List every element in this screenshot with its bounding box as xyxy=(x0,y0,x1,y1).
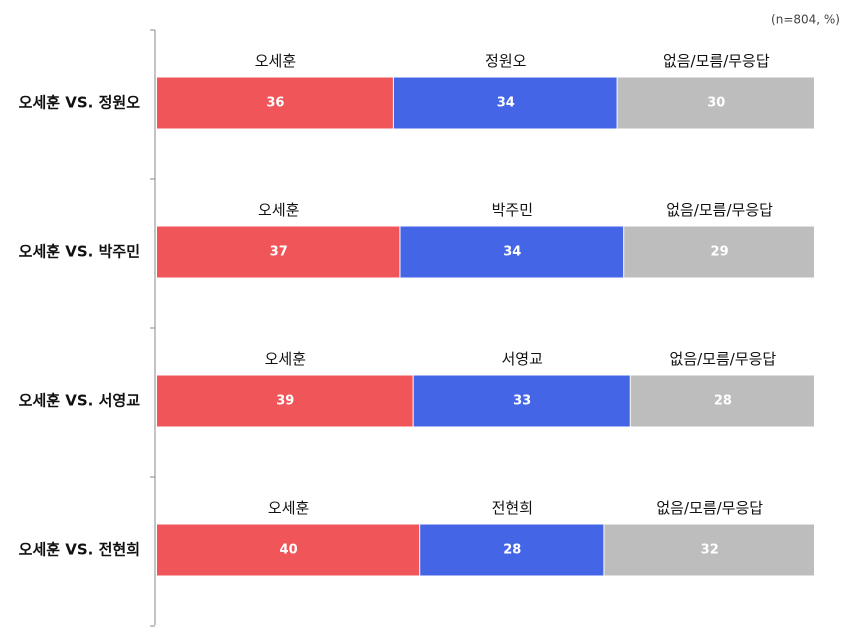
bar-segment xyxy=(157,524,420,576)
segment-name: 오세훈 xyxy=(255,52,296,70)
value-label: 33 xyxy=(513,394,531,409)
value-label: 32 xyxy=(701,543,719,558)
segment-name: 정원오 xyxy=(485,52,527,70)
value-label: 28 xyxy=(714,394,732,409)
value-label: 39 xyxy=(276,394,294,409)
bar-segment xyxy=(630,375,814,427)
bar-segment xyxy=(624,226,814,278)
segment-name: 서영교 xyxy=(501,350,542,368)
segment-name: 박주민 xyxy=(492,201,533,219)
value-label: 30 xyxy=(707,96,725,111)
sample-note: (n=804, %) xyxy=(771,13,840,27)
value-label: 29 xyxy=(711,245,729,260)
bar-segment xyxy=(617,77,814,129)
bar-segment xyxy=(393,77,617,129)
bar-segment xyxy=(604,524,814,576)
segment-name: 오세훈 xyxy=(265,350,306,368)
row-label: 오세훈 VS. 박주민 xyxy=(19,243,140,261)
segment-name: 없음/모름/무응답 xyxy=(666,201,773,219)
value-label: 34 xyxy=(497,96,515,111)
bar-segment xyxy=(400,226,624,278)
bar-segment xyxy=(413,375,630,427)
value-label: 36 xyxy=(266,96,284,111)
value-label: 40 xyxy=(280,543,298,558)
bar-segment xyxy=(157,375,413,427)
value-label: 34 xyxy=(503,245,521,260)
bar-segment xyxy=(157,226,400,278)
segment-name: 없음/모름/무응답 xyxy=(663,52,770,70)
row-label: 오세훈 VS. 정원오 xyxy=(19,94,141,112)
segment-name: 전현희 xyxy=(492,499,533,517)
row-label: 오세훈 VS. 전현희 xyxy=(19,541,140,559)
bar-segment xyxy=(157,77,393,129)
segment-name: 오세훈 xyxy=(268,499,309,517)
row-label: 오세훈 VS. 서영교 xyxy=(19,392,141,410)
segment-name: 오세훈 xyxy=(258,201,299,219)
bar-segment xyxy=(420,524,604,576)
value-label: 28 xyxy=(503,543,521,558)
segment-name: 없음/모름/무응답 xyxy=(656,499,763,517)
value-label: 37 xyxy=(270,245,288,260)
segment-name: 없음/모름/무응답 xyxy=(670,350,777,368)
